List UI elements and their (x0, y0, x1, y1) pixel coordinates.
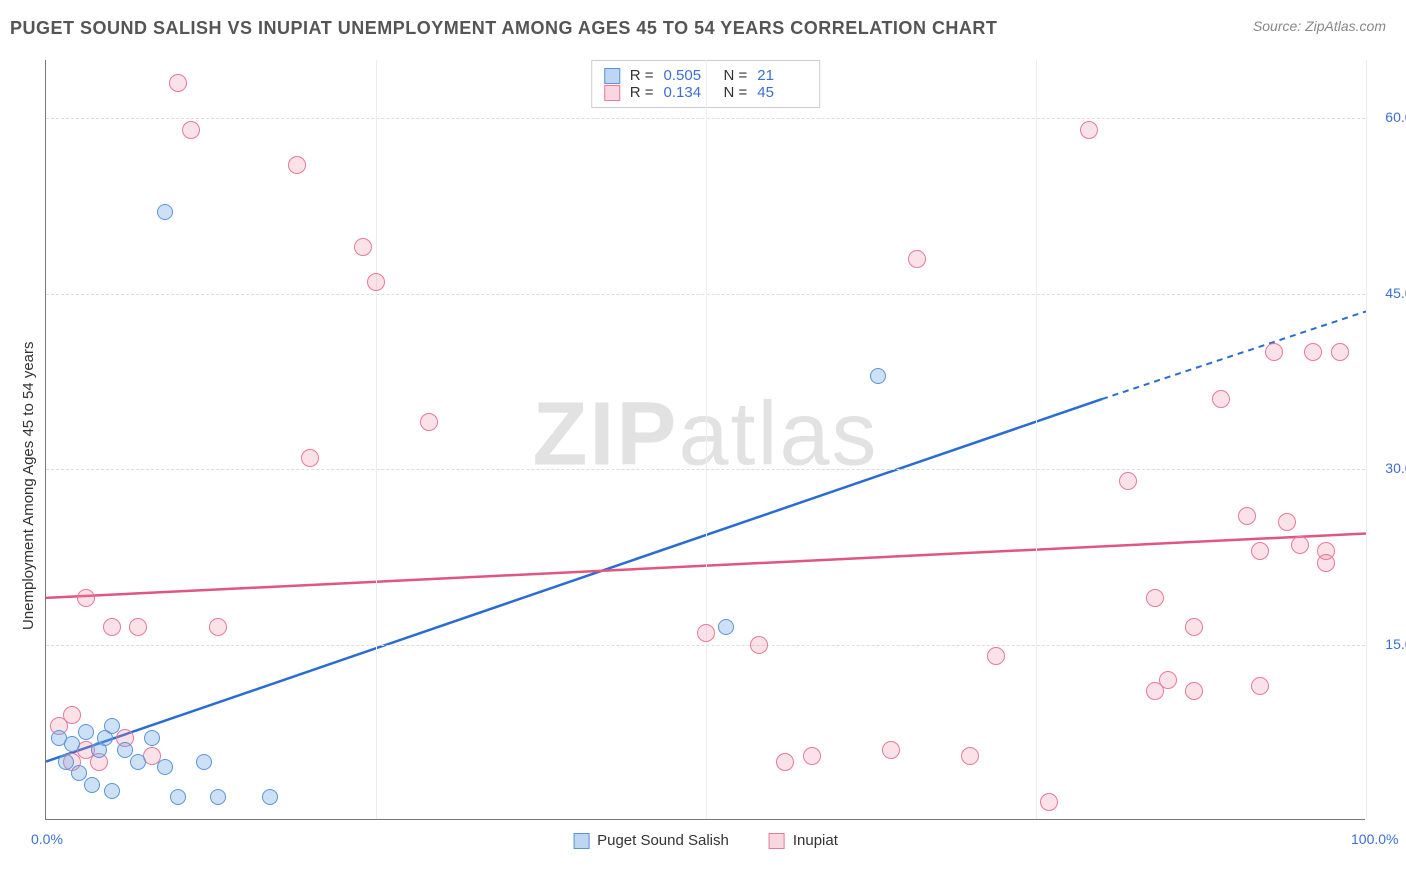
data-point (1251, 542, 1269, 560)
data-point (1251, 677, 1269, 695)
data-point (117, 742, 133, 758)
data-point (1317, 554, 1335, 572)
swatch-icon (604, 85, 620, 101)
data-point (1185, 682, 1203, 700)
data-point (870, 368, 886, 384)
data-point (103, 618, 121, 636)
gridline-v (706, 60, 707, 819)
data-point (301, 449, 319, 467)
data-point (182, 121, 200, 139)
x-tick-label: 0.0% (31, 831, 63, 847)
legend-item: Inupiat (769, 832, 838, 849)
data-point (63, 706, 81, 724)
data-point (1080, 121, 1098, 139)
data-point (170, 789, 186, 805)
y-tick-label: 45.0% (1385, 285, 1406, 301)
data-point (130, 754, 146, 770)
data-point (718, 619, 734, 635)
data-point (157, 204, 173, 220)
data-point (129, 618, 147, 636)
plot-area: ZIPatlas R = 0.505 N = 21 R = 0.134 N = … (45, 60, 1365, 820)
data-point (84, 777, 100, 793)
chart-container: PUGET SOUND SALISH VS INUPIAT UNEMPLOYME… (0, 0, 1406, 892)
swatch-icon (604, 68, 620, 84)
data-point (803, 747, 821, 765)
data-point (1331, 343, 1349, 361)
data-point (750, 636, 768, 654)
data-point (354, 238, 372, 256)
data-point (776, 753, 794, 771)
data-point (104, 783, 120, 799)
data-point (882, 741, 900, 759)
gridline-v (1366, 60, 1367, 819)
data-point (1119, 472, 1137, 490)
data-point (961, 747, 979, 765)
data-point (71, 765, 87, 781)
data-point (144, 730, 160, 746)
data-point (78, 724, 94, 740)
data-point (1185, 618, 1203, 636)
data-point (1146, 589, 1164, 607)
gridline-v (1036, 60, 1037, 819)
chart-title: PUGET SOUND SALISH VS INUPIAT UNEMPLOYME… (10, 18, 997, 39)
n-label: N = (724, 84, 748, 101)
data-point (288, 156, 306, 174)
legend-label: Inupiat (793, 832, 838, 849)
data-point (262, 789, 278, 805)
y-tick-label: 15.0% (1385, 636, 1406, 652)
legend-item: Puget Sound Salish (573, 832, 729, 849)
data-point (196, 754, 212, 770)
data-point (77, 589, 95, 607)
y-axis-label: Unemployment Among Ages 45 to 54 years (20, 341, 37, 630)
y-tick-label: 30.0% (1385, 460, 1406, 476)
gridline-v (376, 60, 377, 819)
n-label: N = (724, 67, 748, 84)
swatch-icon (573, 833, 589, 849)
x-tick-label: 100.0% (1351, 831, 1398, 847)
data-point (987, 647, 1005, 665)
data-point (367, 273, 385, 291)
data-point (420, 413, 438, 431)
data-point (1304, 343, 1322, 361)
data-point (157, 759, 173, 775)
data-point (1212, 390, 1230, 408)
data-point (1265, 343, 1283, 361)
data-point (697, 624, 715, 642)
data-point (1040, 793, 1058, 811)
swatch-icon (769, 833, 785, 849)
n-value: 45 (757, 84, 807, 101)
data-point (1146, 682, 1164, 700)
r-label: R = (630, 67, 654, 84)
data-point (210, 789, 226, 805)
data-point (1278, 513, 1296, 531)
data-point (1291, 536, 1309, 554)
legend-label: Puget Sound Salish (597, 832, 729, 849)
source-attribution: Source: ZipAtlas.com (1253, 18, 1386, 34)
r-label: R = (630, 84, 654, 101)
data-point (908, 250, 926, 268)
y-tick-label: 60.0% (1385, 109, 1406, 125)
data-point (209, 618, 227, 636)
series-legend: Puget Sound Salish Inupiat (573, 832, 838, 849)
n-value: 21 (757, 67, 807, 84)
data-point (58, 754, 74, 770)
data-point (169, 74, 187, 92)
data-point (1238, 507, 1256, 525)
